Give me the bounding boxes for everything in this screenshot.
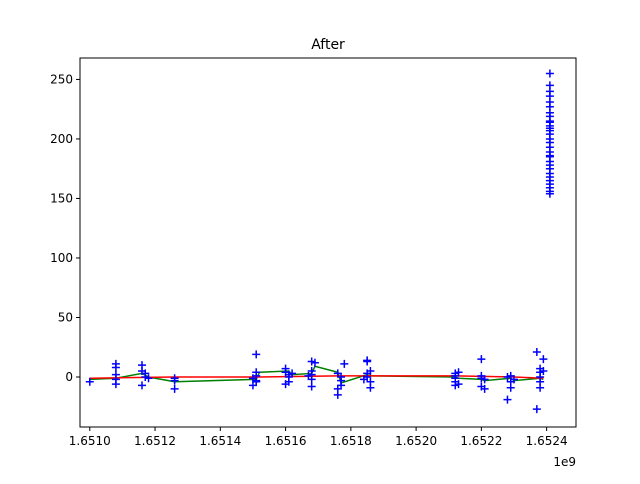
data-point-plus (532, 348, 541, 357)
data-point-plus (366, 383, 375, 392)
data-point-plus (170, 384, 179, 393)
data-point-plus (288, 369, 297, 378)
data-point-plus (281, 380, 290, 389)
y-tick-label: 50 (58, 310, 73, 324)
x-tick-label: 1.6520 (395, 434, 437, 448)
data-point-plus (480, 375, 489, 384)
data-point-plus (539, 355, 548, 364)
x-tick-label: 1.6510 (69, 434, 111, 448)
scatter-points (85, 69, 554, 414)
data-point-plus (304, 371, 313, 380)
y-tick-label: 200 (50, 132, 73, 146)
data-point-plus (510, 375, 518, 384)
data-point-plus (545, 189, 554, 198)
data-point-plus (503, 395, 512, 404)
data-point-plus (248, 381, 257, 390)
data-point-plus (454, 380, 463, 389)
x-tick-label: 1.6524 (526, 434, 568, 448)
x-tick-label: 1.6522 (460, 434, 502, 448)
data-point-plus (307, 382, 316, 391)
chart-title: After (311, 37, 345, 53)
x-axis: 1.6510 1.6512 1.6514 1.6516 1.6518 1.6520 1.65… (69, 427, 568, 448)
data-point-plus (545, 69, 554, 78)
data-point-plus (480, 384, 489, 393)
data-point-plus (333, 384, 342, 393)
data-point-plus (170, 376, 179, 385)
data-point-plus (454, 368, 463, 377)
y-tick-label: 250 (50, 72, 73, 86)
data-point-plus (506, 383, 515, 392)
y-axis: 0 50 100 150 200 250 (50, 72, 80, 384)
data-point-plus (366, 367, 375, 376)
series-layer (85, 69, 554, 414)
data-point-plus (477, 355, 486, 364)
x-tick-label: 1.6518 (330, 434, 372, 448)
x-tick-label: 1.6514 (199, 434, 241, 448)
data-point-plus (539, 367, 548, 376)
data-point-plus (536, 383, 545, 392)
data-point-plus (111, 359, 120, 368)
data-point-plus (545, 118, 554, 127)
data-point-plus (359, 375, 368, 384)
data-point-plus (111, 380, 120, 389)
data-point-plus (532, 405, 541, 414)
data-point-plus (252, 350, 261, 359)
data-point-plus (545, 151, 554, 160)
x-tick-label: 1.6516 (265, 434, 307, 448)
data-point-plus (252, 376, 261, 385)
data-point-plus (310, 358, 319, 367)
data-point-plus (340, 359, 349, 368)
y-tick-label: 150 (50, 191, 73, 205)
y-tick-label: 100 (50, 251, 73, 265)
y-tick-label: 0 (65, 370, 73, 384)
axes-frame (79, 57, 577, 428)
data-point-plus (85, 377, 94, 386)
data-point-plus (144, 374, 153, 383)
data-point-plus (138, 381, 146, 390)
x-tick-label: 1.6512 (134, 434, 176, 448)
data-point-plus (363, 357, 372, 366)
x-axis-offset-label: 1e9 (553, 455, 576, 469)
